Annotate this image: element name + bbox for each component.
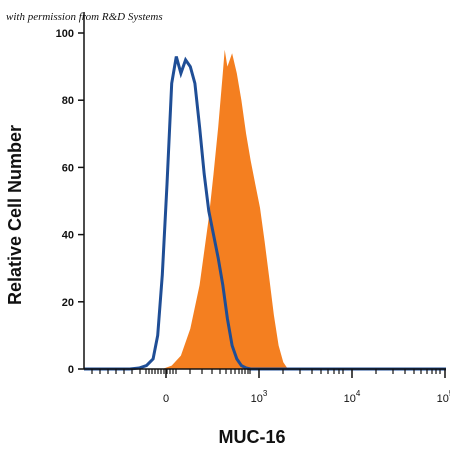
x-tick-label: 103 xyxy=(251,389,268,405)
credit-text: with permission from R&D Systems xyxy=(6,11,163,23)
y-axis-ticks: 0 20 40 60 80 100 xyxy=(56,28,84,376)
x-tick-label: 0 xyxy=(163,393,169,405)
y-axis-label: Relative Cell Number xyxy=(5,125,25,305)
y-tick-label: 80 xyxy=(62,95,74,107)
x-tick-label: 104 xyxy=(344,389,361,405)
x-axis-label: MUC-16 xyxy=(218,427,285,447)
x-tick-label: 105 xyxy=(437,389,450,405)
y-tick-label: 20 xyxy=(62,297,74,309)
x-axis-ticks: 0 103 104 105 xyxy=(91,369,450,405)
axes xyxy=(83,12,446,370)
x-tick-exponent: 5 xyxy=(449,389,450,398)
y-tick-label: 100 xyxy=(56,28,74,40)
y-tick-label: 40 xyxy=(62,230,74,242)
plot-area xyxy=(84,49,446,371)
x-tick-exponent: 3 xyxy=(263,389,268,398)
y-tick-label: 0 xyxy=(68,364,74,376)
series-line-outline xyxy=(84,56,446,371)
y-tick-label: 60 xyxy=(62,162,74,174)
series-area-filled xyxy=(162,49,288,370)
x-tick-exponent: 4 xyxy=(356,389,361,398)
